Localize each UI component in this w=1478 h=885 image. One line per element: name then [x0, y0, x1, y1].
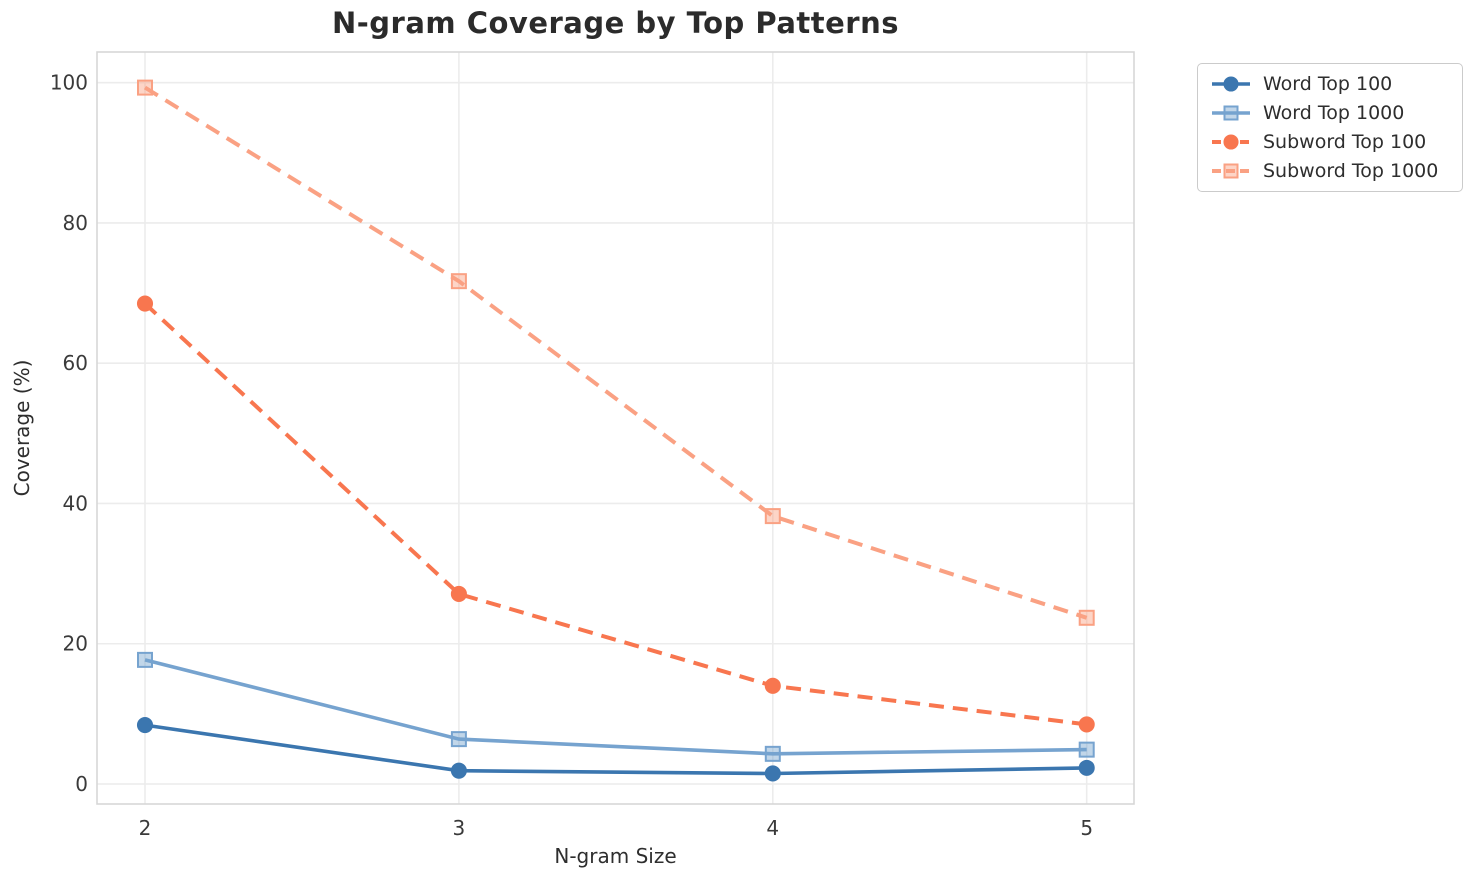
data-point-marker [1078, 741, 1095, 758]
x-tick-label: 3 [453, 816, 466, 840]
data-point-marker [137, 651, 153, 668]
x-tick-label: 5 [1080, 816, 1093, 840]
chart-title: N-gram Coverage by Top Patterns [331, 6, 900, 40]
y-tick-label: 100 [50, 71, 88, 95]
x-axis-label: N-gram Size [554, 844, 677, 868]
legend-marker-square-icon [1223, 105, 1239, 121]
legend-swatch [1212, 163, 1250, 179]
legend-marker-circle-icon [1223, 76, 1239, 92]
data-point-marker [1078, 609, 1095, 626]
data-point-marker [1078, 716, 1095, 733]
data-point-marker [137, 79, 153, 96]
y-tick-label: 20 [63, 632, 88, 656]
legend-label: Subword Top 100 [1263, 130, 1427, 153]
y-tick-label: 0 [75, 772, 88, 796]
y-tick-label: 60 [63, 351, 88, 375]
data-point-marker [764, 765, 781, 782]
plot-border [96, 51, 1135, 805]
y-tick-label: 80 [63, 211, 88, 235]
x-tick-label: 4 [766, 816, 779, 840]
legend-swatch [1212, 134, 1250, 150]
data-point-marker [764, 677, 781, 694]
legend-swatch [1212, 105, 1250, 121]
series-line [144, 658, 1087, 756]
legend-label: Word Top 100 [1263, 73, 1393, 96]
legend-item: Word Top 1000 [1198, 102, 1462, 124]
x-tick-label: 2 [139, 816, 152, 840]
data-point-marker [450, 585, 467, 602]
legend-marker-circle-icon [1223, 134, 1239, 150]
data-point-marker [136, 717, 154, 734]
data-point-marker [764, 745, 781, 762]
legend-item: Subword Top 1000 [1198, 160, 1462, 182]
legend-marker-square-icon [1223, 163, 1239, 179]
data-point-marker [136, 295, 154, 312]
legend-swatch [1212, 76, 1250, 92]
legend: Word Top 100 Word Top 1000 Subword Top 100… [1197, 63, 1463, 192]
series-line [144, 723, 1087, 776]
data-point-marker [450, 762, 467, 779]
series-line [143, 85, 1088, 620]
data-point-marker [450, 731, 467, 748]
data-point-marker [450, 273, 467, 290]
legend-item: Word Top 100 [1198, 73, 1462, 95]
y-tick-label: 40 [63, 491, 88, 515]
data-point-marker [764, 508, 781, 525]
series-line [143, 302, 1087, 727]
legend-label: Word Top 1000 [1263, 102, 1405, 125]
y-axis-label: Coverage (%) [10, 359, 34, 497]
data-point-marker [1078, 759, 1095, 776]
legend-item: Subword Top 100 [1198, 131, 1462, 153]
legend-label: Subword Top 1000 [1263, 159, 1439, 182]
